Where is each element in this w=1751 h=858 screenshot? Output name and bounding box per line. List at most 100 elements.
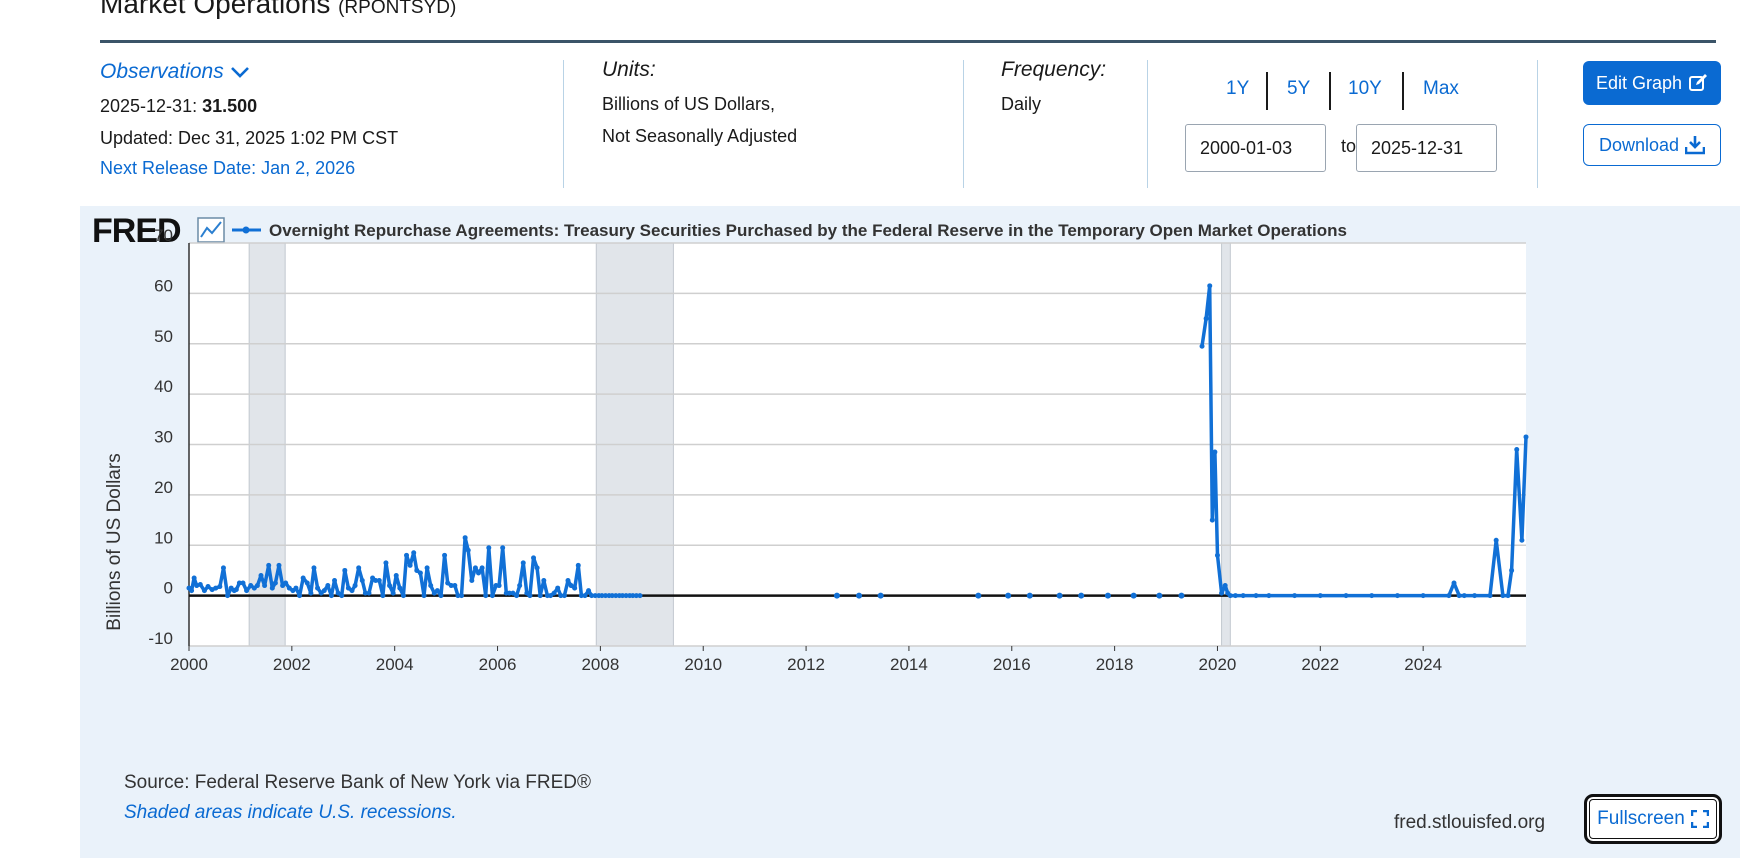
data-point [387, 583, 393, 589]
data-point [1514, 447, 1520, 453]
fullscreen-button[interactable]: Fullscreen [1584, 794, 1722, 844]
data-point [197, 582, 203, 588]
range-max-button[interactable]: Max [1423, 78, 1459, 99]
y-tick-label: 40 [154, 377, 173, 396]
data-point [1500, 593, 1506, 599]
data-point [297, 593, 303, 599]
data-point [1343, 593, 1349, 599]
range-separator [1402, 72, 1404, 110]
start-date-input[interactable] [1185, 124, 1326, 172]
data-point [1472, 593, 1478, 599]
data-point [335, 590, 341, 596]
units-label: Units: [602, 58, 656, 81]
data-point [1461, 593, 1467, 599]
download-button[interactable]: Download [1583, 124, 1721, 166]
data-point [582, 593, 588, 599]
data-point [448, 583, 454, 589]
page-title: Market Operations (RPONTSYD) [100, 0, 456, 20]
data-point [438, 593, 444, 599]
data-point [442, 552, 448, 558]
data-point [1005, 592, 1012, 599]
series-code: (RPONTSYD) [338, 0, 457, 18]
data-point [286, 585, 292, 591]
data-point [293, 585, 299, 591]
data-point [311, 565, 317, 571]
title-divider [100, 40, 1716, 43]
chart-canvas: FRED Overnight Repurchase Agreements: Tr… [92, 212, 1529, 674]
data-point [856, 592, 863, 599]
range-1y-button[interactable]: 1Y [1226, 78, 1250, 99]
y-tick-label: -10 [148, 629, 173, 648]
next-release-link[interactable]: Next Release Date: Jan 2, 2026 [100, 158, 356, 178]
data-point [424, 565, 430, 571]
data-point [469, 578, 475, 584]
data-point [496, 583, 502, 589]
end-date-input[interactable] [1356, 124, 1497, 172]
data-point [359, 578, 365, 584]
data-point [300, 575, 306, 581]
data-point [308, 590, 314, 596]
data-point [619, 593, 625, 599]
data-point [233, 587, 239, 593]
data-point [1266, 593, 1272, 599]
data-point [366, 590, 372, 596]
data-point [404, 552, 410, 558]
data-point [1493, 537, 1499, 543]
data-point [356, 565, 362, 571]
data-point [325, 583, 331, 589]
data-point [531, 555, 537, 561]
data-point [213, 585, 219, 591]
edit-icon [1689, 74, 1708, 91]
data-point [833, 592, 840, 599]
data-point [1451, 580, 1457, 586]
data-point [352, 583, 358, 589]
x-tick-label: 2018 [1096, 655, 1134, 674]
data-point [637, 593, 643, 599]
range-10y-button[interactable]: 10Y [1348, 78, 1382, 99]
data-point [575, 562, 581, 568]
data-point [189, 588, 195, 594]
data-point [1219, 590, 1225, 596]
data-point [205, 584, 211, 590]
edit-graph-button[interactable]: Edit Graph [1583, 61, 1721, 105]
data-point [561, 593, 567, 599]
data-point [506, 590, 512, 596]
data-point [462, 535, 468, 541]
data-point [578, 593, 584, 599]
data-point [486, 545, 492, 551]
range-5y-button[interactable]: 5Y [1287, 78, 1311, 99]
data-point [414, 567, 420, 573]
data-point [339, 593, 345, 599]
data-point [254, 583, 260, 589]
data-point [1505, 593, 1511, 599]
data-point [1207, 283, 1213, 289]
data-point [1199, 343, 1205, 349]
data-point [393, 572, 399, 578]
data-point [527, 593, 533, 599]
data-point [500, 545, 506, 551]
data-point [1227, 593, 1233, 599]
data-point [609, 593, 615, 599]
data-point [975, 592, 982, 599]
data-point [191, 575, 197, 581]
recession-note: Shaded areas indicate U.S. recessions. [124, 802, 457, 823]
divider [963, 60, 964, 188]
y-tick-label: 60 [154, 276, 173, 295]
data-point [877, 592, 884, 599]
data-point [517, 583, 523, 589]
fullscreen-label: Fullscreen [1597, 808, 1685, 829]
data-point [1240, 593, 1246, 599]
data-point [376, 578, 382, 584]
data-point [1509, 567, 1515, 573]
data-point [266, 562, 272, 568]
range-separator [1266, 72, 1268, 110]
observations-toggle[interactable]: Observations [100, 60, 250, 84]
data-point [445, 580, 451, 586]
data-point [1292, 593, 1298, 599]
y-axis-label: Billions of US Dollars [104, 453, 125, 630]
divider [563, 60, 564, 188]
chevron-down-icon [230, 67, 249, 78]
observation-value: 31.500 [202, 96, 258, 116]
data-point [269, 585, 275, 591]
observation-date: 2025-12-31: [100, 96, 198, 116]
